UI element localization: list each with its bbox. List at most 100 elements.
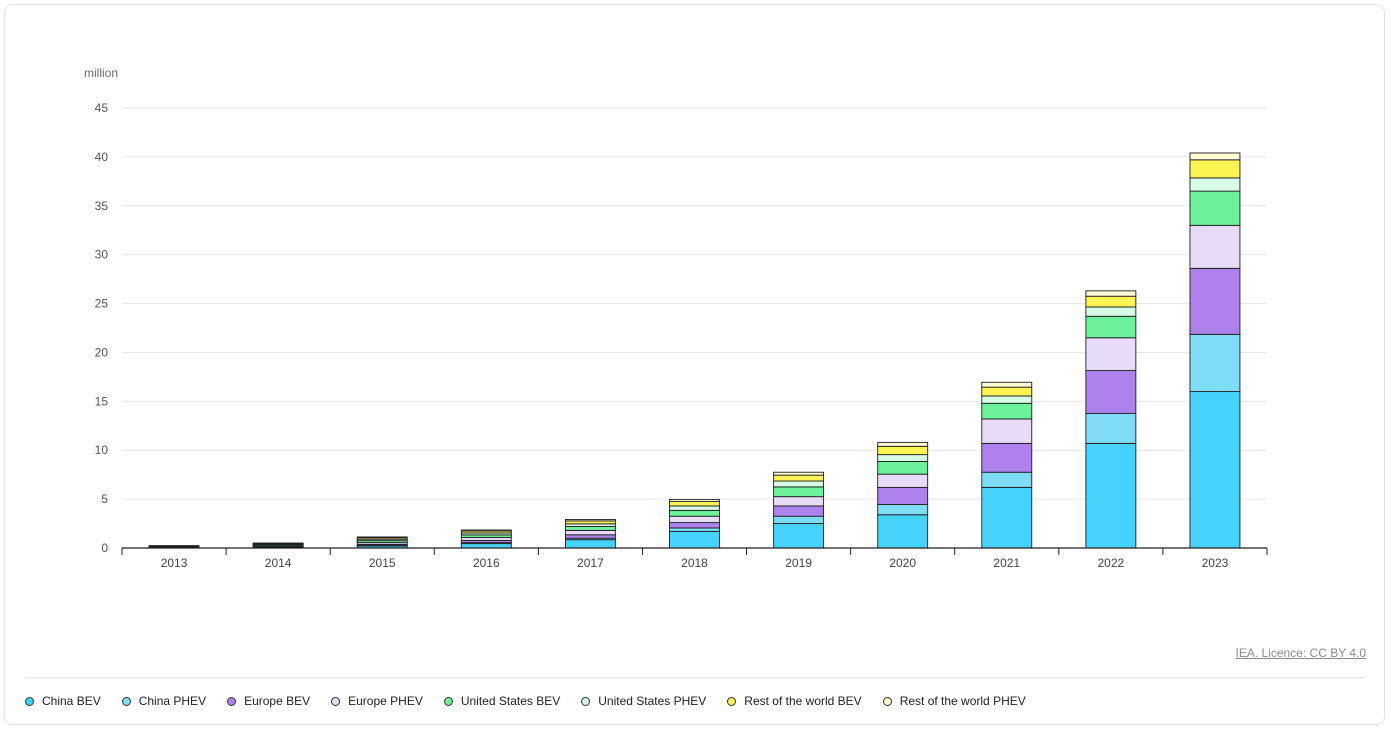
bar-segment-china-phev[interactable]	[1085, 413, 1137, 444]
bar-segment-rest-of-the-world-bev[interactable]	[669, 501, 720, 507]
legend-divider	[25, 677, 1365, 678]
bar-segment-rest-of-the-world-phev[interactable]	[877, 441, 929, 447]
legend-item-united-states-phev[interactable]: United States PHEV	[581, 694, 706, 708]
bar-segment-united-states-phev[interactable]	[877, 454, 929, 462]
legend-swatch	[25, 696, 34, 706]
x-tick-label: 2014	[265, 556, 292, 570]
bar-segment-united-states-bev[interactable]	[773, 486, 825, 498]
legend-label: Europe PHEV	[348, 694, 423, 708]
bar-segment-rest-of-the-world-phev[interactable]	[460, 529, 512, 532]
y-tick-label: 0	[101, 541, 108, 555]
bar-segment-rest-of-the-world-bev[interactable]	[877, 445, 929, 456]
legend-item-united-states-bev[interactable]: United States BEV	[443, 694, 560, 708]
bar-stack-2017[interactable]	[564, 518, 616, 549]
bar-segment-europe-bev[interactable]	[981, 442, 1033, 473]
legend-item-china-phev[interactable]: China PHEV	[121, 694, 206, 708]
bar-segment-rest-of-the-world-phev[interactable]	[356, 536, 408, 539]
bar-segment-united-states-bev[interactable]	[877, 461, 929, 475]
legend-swatch	[727, 696, 737, 706]
chart-card	[4, 4, 1385, 725]
bar-stack-2018[interactable]	[669, 499, 720, 549]
bar-segment-china-phev[interactable]	[877, 504, 929, 516]
bar-segment-rest-of-the-world-phev[interactable]	[1189, 152, 1241, 161]
bar-segment-europe-phev[interactable]	[981, 418, 1033, 444]
bar-segment-united-states-phev[interactable]	[1189, 177, 1241, 192]
legend-item-europe-phev[interactable]: Europe PHEV	[331, 694, 423, 708]
bar-segment-china-phev[interactable]	[669, 527, 720, 532]
bar-segment-rest-of-the-world-phev[interactable]	[981, 381, 1033, 388]
bar-segment-rest-of-the-world-bev[interactable]	[1189, 159, 1241, 179]
legend-item-rest-of-the-world-phev[interactable]: Rest of the world PHEV	[882, 694, 1026, 708]
x-tick-label: 2017	[577, 556, 604, 570]
bar-segment-china-bev[interactable]	[981, 486, 1033, 549]
bar-stack-2016[interactable]	[460, 529, 512, 549]
bar-segment-europe-bev[interactable]	[1189, 267, 1241, 335]
x-tick-label: 2018	[681, 556, 708, 570]
bar-segment-europe-bev[interactable]	[669, 522, 720, 529]
bar-segment-rest-of-the-world-phev[interactable]	[564, 518, 616, 522]
legend-item-china-bev[interactable]: China BEV	[25, 694, 101, 708]
bar-segment-europe-bev[interactable]	[1085, 370, 1137, 415]
bar-stack-2014[interactable]	[252, 542, 304, 549]
bar-segment-rest-of-the-world-phev[interactable]	[773, 471, 825, 476]
bar-segment-europe-phev[interactable]	[564, 529, 616, 536]
bar-segment-united-states-bev[interactable]	[1085, 315, 1137, 339]
bar-stack-2020[interactable]	[877, 441, 929, 549]
bar-segment-united-states-bev[interactable]	[669, 509, 720, 517]
bar-segment-china-bev[interactable]	[564, 539, 616, 549]
bar-stack-2023[interactable]	[1189, 152, 1241, 549]
bar-segment-europe-phev[interactable]	[773, 496, 825, 507]
legend-item-rest-of-the-world-bev[interactable]: Rest of the world BEV	[727, 694, 862, 708]
bar-segment-china-bev[interactable]	[460, 543, 512, 549]
legend-swatch	[331, 696, 341, 706]
bar-segment-rest-of-the-world-bev[interactable]	[981, 386, 1033, 397]
bar-segment-rest-of-the-world-bev[interactable]	[1085, 295, 1137, 308]
bar-segment-rest-of-the-world-phev[interactable]	[669, 499, 720, 503]
bar-segment-europe-phev[interactable]	[669, 515, 720, 524]
bar-segment-rest-of-the-world-phev[interactable]	[1085, 290, 1137, 297]
bar-segment-europe-phev[interactable]	[1085, 337, 1137, 371]
legend-swatch	[121, 696, 131, 706]
bar-segment-united-states-phev[interactable]	[669, 505, 720, 511]
legend: China BEV China PHEV Europe BEV Europe PHEV…	[25, 694, 1047, 708]
bar-segment-europe-bev[interactable]	[773, 505, 825, 517]
y-axis-unit-label: million	[84, 66, 118, 80]
bar-segment-united-states-bev[interactable]	[564, 526, 616, 531]
bar-segment-china-phev[interactable]	[773, 515, 825, 525]
bar-segment-china-bev[interactable]	[877, 514, 929, 549]
bar-segment-china-bev[interactable]	[1189, 391, 1241, 549]
legend-label: Europe BEV	[244, 694, 311, 708]
legend-label: Rest of the world BEV	[744, 694, 862, 708]
bar-segment-united-states-phev[interactable]	[981, 395, 1033, 404]
bar-stack-2015[interactable]	[356, 536, 408, 549]
legend-label: China BEV	[42, 694, 101, 708]
x-tick-label: 2015	[369, 556, 396, 570]
legend-label: United States PHEV	[598, 694, 707, 708]
bar-segment-europe-phev[interactable]	[877, 473, 929, 488]
bar-segment-united-states-phev[interactable]	[773, 480, 825, 488]
bar-stack-2019[interactable]	[773, 471, 825, 549]
bar-segment-rest-of-the-world-bev[interactable]	[773, 474, 825, 482]
bar-segment-china-bev[interactable]	[1085, 442, 1137, 549]
y-tick-label: 25	[95, 297, 109, 311]
bar-stack-2022[interactable]	[1085, 290, 1137, 549]
bar-segment-united-states-bev[interactable]	[981, 402, 1033, 420]
legend-swatch	[443, 696, 453, 706]
bar-segment-china-bev[interactable]	[773, 523, 825, 549]
bar-segment-united-states-bev[interactable]	[1189, 190, 1241, 226]
bar-segment-china-phev[interactable]	[1189, 333, 1241, 393]
bar-stack-2021[interactable]	[981, 381, 1033, 549]
licence-link[interactable]: IEA. Licence: CC BY 4.0	[1235, 646, 1366, 660]
x-axis: 2013 2014 2015 2016 2017 2018 2019 2020 2021 2022…	[121, 547, 1268, 570]
bar-segment-europe-bev[interactable]	[564, 534, 616, 539]
bar-segment-europe-phev[interactable]	[1189, 224, 1241, 269]
x-tick-label: 2013	[161, 556, 188, 570]
bar-segment-europe-bev[interactable]	[877, 486, 929, 505]
bar-segment-china-phev[interactable]	[981, 471, 1033, 488]
bar-segment-china-bev[interactable]	[669, 530, 720, 549]
x-tick-label: 2023	[1202, 556, 1229, 570]
x-tick-label: 2020	[889, 556, 916, 570]
bar-segment-united-states-phev[interactable]	[1085, 306, 1137, 317]
legend-item-europe-bev[interactable]: Europe BEV	[227, 694, 310, 708]
